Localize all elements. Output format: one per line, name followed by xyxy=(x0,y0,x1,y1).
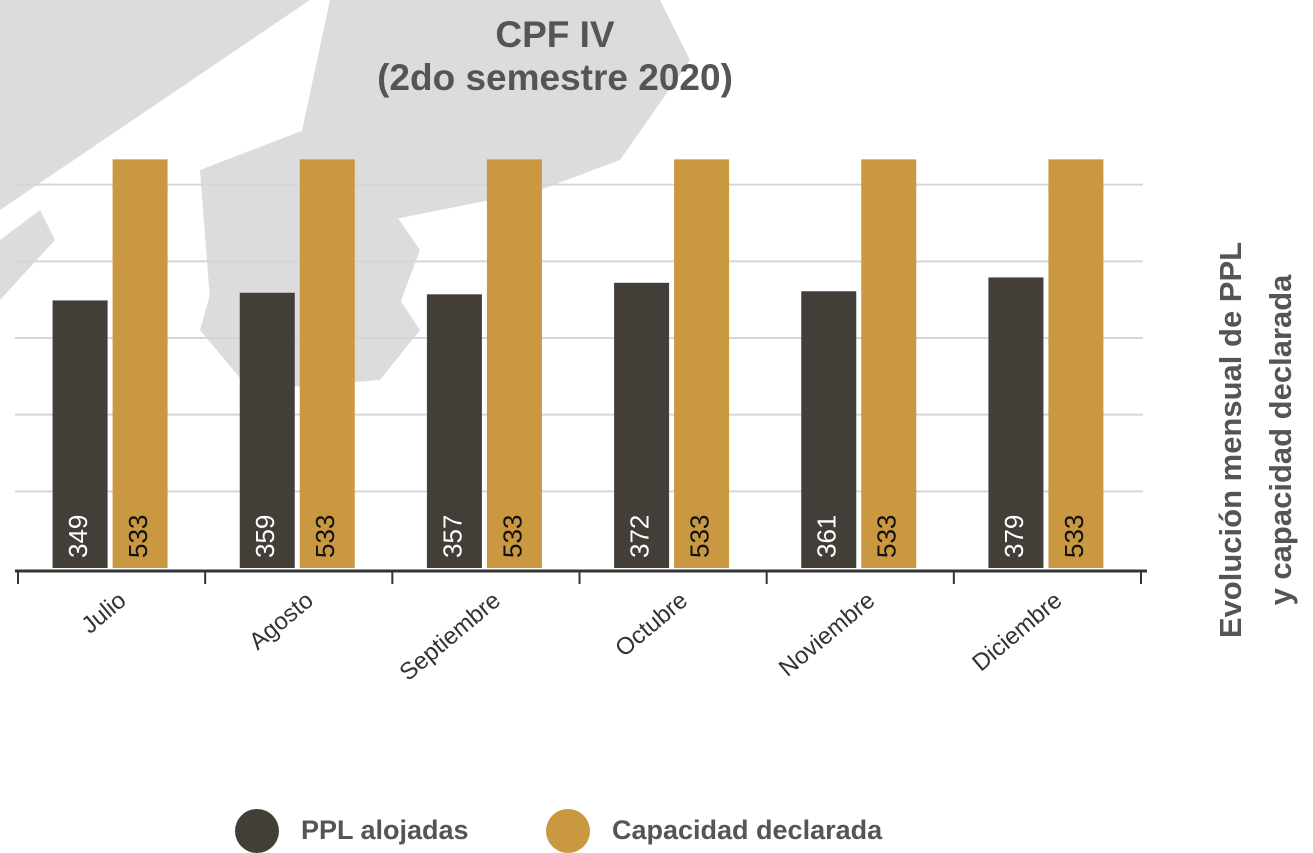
data-label: 361 xyxy=(812,515,842,558)
data-label: 533 xyxy=(1059,515,1089,558)
bar xyxy=(300,159,355,568)
legend-swatch xyxy=(235,809,279,853)
x-tick-label: Noviembre xyxy=(774,587,880,682)
side-title: Evolución mensual de PPL xyxy=(1213,242,1248,638)
bar xyxy=(1048,159,1103,568)
side-title: y capacidad declarada xyxy=(1263,274,1298,606)
x-tick-label: Septiembre xyxy=(394,587,505,687)
x-tick-label: Diciembre xyxy=(967,587,1067,677)
legend-swatch xyxy=(546,809,590,853)
bar xyxy=(861,159,916,568)
legend-label: Capacidad declarada xyxy=(612,815,883,845)
bar xyxy=(487,159,542,568)
data-label: 357 xyxy=(437,515,467,558)
data-label: 533 xyxy=(872,515,902,558)
bar xyxy=(113,159,168,568)
x-tick-label: Octubre xyxy=(610,587,693,663)
data-label: 533 xyxy=(123,515,153,558)
legend-label: PPL alojadas xyxy=(301,815,469,845)
data-label: 533 xyxy=(310,515,340,558)
data-label: 359 xyxy=(250,515,280,558)
chart-title: CPF IV xyxy=(495,14,615,55)
x-tick-label: Agosto xyxy=(244,587,319,656)
data-label: 379 xyxy=(999,515,1029,558)
x-tick-label: Julio xyxy=(76,587,131,639)
data-label: 533 xyxy=(497,515,527,558)
chart-title: (2do semestre 2020) xyxy=(377,57,733,98)
data-label: 372 xyxy=(624,515,654,558)
bar xyxy=(674,159,729,568)
data-label: 349 xyxy=(63,515,93,558)
data-label: 533 xyxy=(684,515,714,558)
chart: CPF IV (2do semestre 2020) Evolución men… xyxy=(0,0,1313,853)
